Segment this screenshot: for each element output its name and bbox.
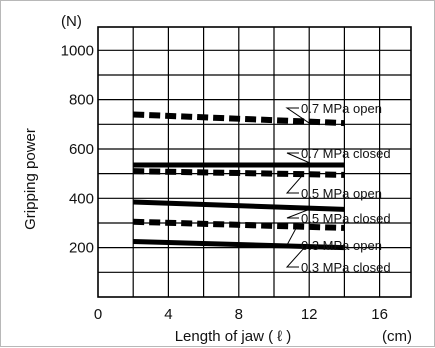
y-tick-label-600: 600 bbox=[69, 141, 94, 158]
leader-line-0 bbox=[285, 107, 310, 124]
series-label-1: 0.7 MPa closed bbox=[301, 146, 391, 161]
leader-line-5 bbox=[285, 245, 307, 268]
y-tick-label-400: 400 bbox=[69, 190, 94, 207]
x-tick-label-16: 16 bbox=[371, 306, 388, 323]
plot-border bbox=[97, 26, 412, 298]
y-tick-label-200: 200 bbox=[69, 240, 94, 257]
series-line-5 bbox=[133, 238, 345, 251]
series-label-3: 0.5 MPa closed bbox=[301, 211, 391, 226]
series-label-5: 0.3 MPa closed bbox=[301, 260, 391, 275]
y-tick-label-1000: 1000 bbox=[61, 42, 94, 59]
y-axis-title: Gripping power bbox=[22, 128, 39, 230]
leader-line-2 bbox=[285, 173, 305, 194]
x-tick-label-0: 0 bbox=[94, 306, 102, 323]
y-tick-label-800: 800 bbox=[69, 92, 94, 109]
series-line-3 bbox=[133, 199, 345, 212]
series-line-4 bbox=[133, 218, 345, 231]
series-label-2: 0.5 MPa open bbox=[301, 186, 382, 201]
x-tick-label-4: 4 bbox=[164, 306, 172, 323]
x-tick-label-12: 12 bbox=[301, 306, 318, 323]
grid bbox=[97, 26, 412, 298]
series-line-0 bbox=[133, 111, 345, 127]
series-label-4: 0.3 MPa open bbox=[301, 238, 382, 253]
series-lines bbox=[133, 111, 345, 251]
x-unit-label: (cm) bbox=[382, 328, 412, 345]
series-label-0: 0.7 MPa open bbox=[301, 101, 382, 116]
series-annotations: 0.7 MPa open 0.7 MPa closed 0.5 MPa open 0.… bbox=[285, 101, 391, 275]
leader-line-1 bbox=[286, 152, 315, 166]
leader-line-4 bbox=[286, 226, 299, 246]
x-axis-title: Length of jaw ( ℓ ) bbox=[175, 328, 292, 345]
x-tick-label-8: 8 bbox=[235, 306, 243, 323]
series-line-2 bbox=[133, 168, 345, 178]
leader-line-3 bbox=[286, 208, 312, 219]
tick-labels: 0481216202004006008001000 bbox=[61, 42, 388, 323]
y-unit-label: (N) bbox=[61, 13, 82, 30]
